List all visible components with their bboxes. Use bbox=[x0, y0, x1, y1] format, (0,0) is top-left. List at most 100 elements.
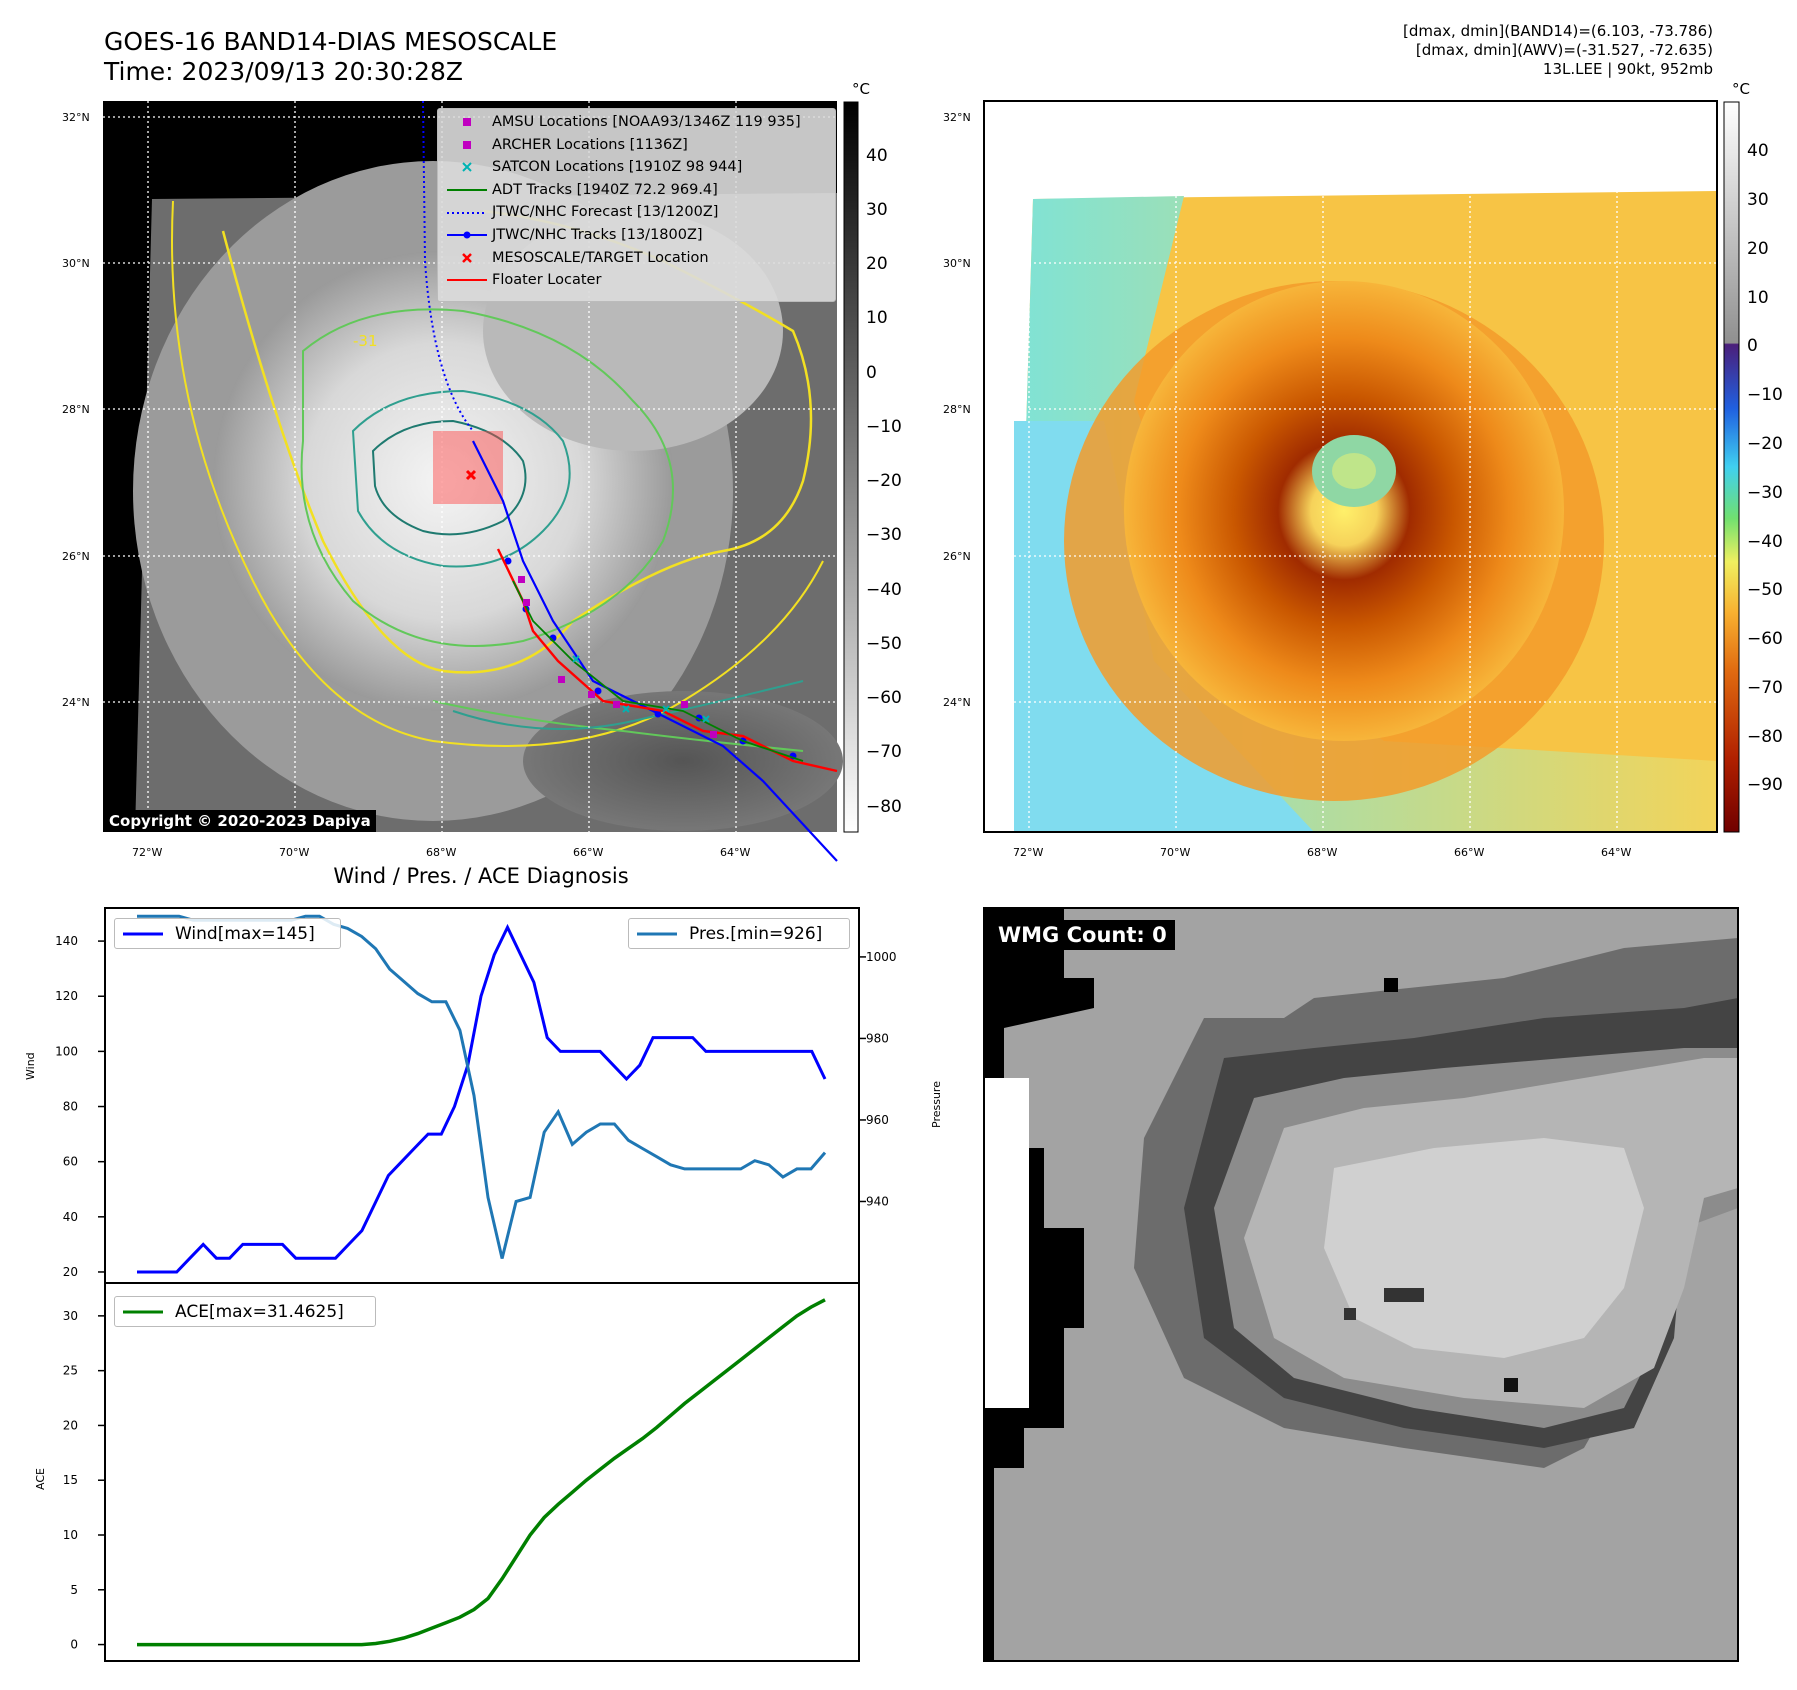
info-block: [dmax, dmin](BAND14)=(6.103, -73.786) [d… bbox=[1403, 22, 1713, 79]
lat-label: 28°N bbox=[943, 403, 971, 416]
wind-axis-label: Wind bbox=[24, 1052, 37, 1080]
colorbar-gray-tick: −40 bbox=[866, 580, 902, 600]
wind-legend: Wind[max=145] bbox=[114, 918, 341, 949]
tick-label: 20 bbox=[63, 1418, 78, 1432]
line-icon bbox=[447, 279, 487, 282]
square-marker-icon bbox=[463, 140, 471, 149]
info-line-band14: [dmax, dmin](BAND14)=(6.103, -73.786) bbox=[1402, 22, 1713, 40]
tick-label: 80 bbox=[63, 1100, 78, 1114]
map-legend: AMSU Locations [NOAA93/1346Z 119 935] AR… bbox=[437, 108, 836, 302]
lat-label: 32°N bbox=[943, 111, 971, 124]
colorbar-gray-tick: 20 bbox=[866, 254, 888, 274]
colorbar-gray-unit: °C bbox=[852, 80, 870, 98]
lat-label: 24°N bbox=[62, 696, 90, 709]
figure-title-line1: GOES-16 BAND14-DIAS MESOSCALE bbox=[104, 27, 558, 56]
tick-label: 20 bbox=[63, 1265, 78, 1279]
tick-label: 1000 bbox=[866, 950, 897, 964]
colorbar-gray-tick: 40 bbox=[866, 146, 888, 166]
lon-label: 72°W bbox=[132, 846, 163, 859]
tick-label: 980 bbox=[866, 1031, 889, 1045]
ace-legend-label: ACE[max=31.4625] bbox=[175, 1302, 344, 1322]
legend-entry-amsu: AMSU Locations [NOAA93/1346Z 119 935] bbox=[442, 111, 835, 134]
lon-label: 70°W bbox=[279, 846, 310, 859]
tick-label: 140 bbox=[55, 934, 78, 948]
line-dot-icon bbox=[447, 231, 487, 239]
ace-series-line bbox=[137, 1298, 826, 1647]
pressure-legend-label: Pres.[min=926] bbox=[689, 924, 823, 944]
wind-series-line bbox=[137, 923, 827, 1274]
colorbar-color-unit: °C bbox=[1732, 80, 1750, 98]
info-line-awv: [dmax, dmin](AWV)=(-31.527, -72.635) bbox=[1415, 41, 1713, 59]
ace-legend: ACE[max=31.4625] bbox=[114, 1296, 376, 1327]
contour-label: -31 bbox=[353, 332, 378, 350]
lat-label: 32°N bbox=[62, 111, 90, 124]
figure-title-line2: Time: 2023/09/13 20:30:28Z bbox=[104, 57, 463, 86]
colorbar-color-tick: −30 bbox=[1747, 483, 1783, 503]
x-marker-icon bbox=[462, 252, 472, 263]
lon-label: 66°W bbox=[573, 846, 604, 859]
lon-label: 64°W bbox=[720, 846, 751, 859]
legend-entry-archer: ARCHER Locations [1136Z] bbox=[442, 134, 835, 157]
color-ir-map-panel bbox=[983, 100, 1718, 833]
diagnosis-title: Wind / Pres. / ACE Diagnosis bbox=[333, 864, 629, 888]
colorbar-gray-tick: −80 bbox=[866, 797, 902, 817]
ace-axis-label: ACE bbox=[34, 1468, 47, 1490]
colorbar-color-tick: 20 bbox=[1747, 239, 1769, 259]
colorbar-color-tick: 10 bbox=[1747, 288, 1769, 308]
ir-map-panel: -31 bbox=[103, 100, 843, 862]
colorbar-gray bbox=[843, 101, 859, 833]
colorbar-gray-tick: −20 bbox=[866, 471, 902, 491]
dotted-line-icon bbox=[447, 211, 487, 214]
colorbar-gray-tick: −70 bbox=[866, 742, 902, 762]
colorbar-color-tick: −60 bbox=[1747, 629, 1783, 649]
colorbar-gray-tick: 30 bbox=[866, 200, 888, 220]
tick-label: 940 bbox=[866, 1194, 889, 1208]
tick-label: 960 bbox=[866, 1113, 889, 1127]
wmg-panel bbox=[983, 907, 1739, 1662]
legend-entry-forecast: JTWC/NHC Forecast [13/1200Z] bbox=[442, 201, 835, 224]
tick-label: 10 bbox=[63, 1528, 78, 1542]
lat-label: 30°N bbox=[62, 257, 90, 270]
legend-entry-satcon: SATCON Locations [1910Z 98 944] bbox=[442, 156, 835, 179]
colorbar-gray-tick: −60 bbox=[866, 688, 902, 708]
tick-label: 0 bbox=[70, 1638, 78, 1652]
lon-label: 64°W bbox=[1601, 846, 1632, 859]
lon-label: 66°W bbox=[1454, 846, 1485, 859]
lat-label: 26°N bbox=[943, 550, 971, 563]
colorbar-color-tick: −10 bbox=[1747, 385, 1783, 405]
wind-legend-label: Wind[max=145] bbox=[175, 924, 315, 944]
legend-entry-floater: Floater Locater bbox=[442, 269, 835, 292]
colorbar-color-tick: 30 bbox=[1747, 190, 1769, 210]
x-marker-icon bbox=[462, 162, 472, 173]
lon-label: 68°W bbox=[426, 846, 457, 859]
colorbar-color-tick: 40 bbox=[1747, 141, 1769, 161]
pressure-legend: Pres.[min=926] bbox=[628, 918, 850, 949]
colorbar-gray-tick: −10 bbox=[866, 417, 902, 437]
colorbar-gray-tick: 10 bbox=[866, 308, 888, 328]
pressure-series-line bbox=[137, 914, 827, 1259]
tick-label: 5 bbox=[70, 1583, 78, 1597]
tick-label: 15 bbox=[63, 1473, 78, 1487]
colorbar-color-tick: −50 bbox=[1747, 580, 1783, 600]
tick-label: 25 bbox=[63, 1364, 78, 1378]
pressure-axis-label: Pressure bbox=[930, 1081, 943, 1128]
tick-label: 100 bbox=[55, 1044, 78, 1058]
colorbar-color-tick: −90 bbox=[1747, 775, 1783, 795]
copyright-label: Copyright © 2020-2023 Dapiya bbox=[104, 810, 376, 832]
lat-label: 30°N bbox=[943, 257, 971, 270]
lat-label: 24°N bbox=[943, 696, 971, 709]
lat-label: 28°N bbox=[62, 403, 90, 416]
colorbar-color bbox=[1723, 101, 1740, 833]
colorbar-color-tick: −80 bbox=[1747, 727, 1783, 747]
line-icon bbox=[123, 1310, 163, 1314]
line-icon bbox=[447, 189, 487, 192]
colorbar-gray-tick: −30 bbox=[866, 525, 902, 545]
wmg-count-label: WMG Count: 0 bbox=[990, 920, 1175, 950]
colorbar-color-tick: −70 bbox=[1747, 678, 1783, 698]
lon-label: 68°W bbox=[1307, 846, 1338, 859]
line-icon bbox=[637, 932, 677, 936]
lon-label: 70°W bbox=[1160, 846, 1191, 859]
colorbar-color-tick: −20 bbox=[1747, 434, 1783, 454]
legend-entry-adt: ADT Tracks [1940Z 72.2 969.4] bbox=[442, 179, 835, 202]
